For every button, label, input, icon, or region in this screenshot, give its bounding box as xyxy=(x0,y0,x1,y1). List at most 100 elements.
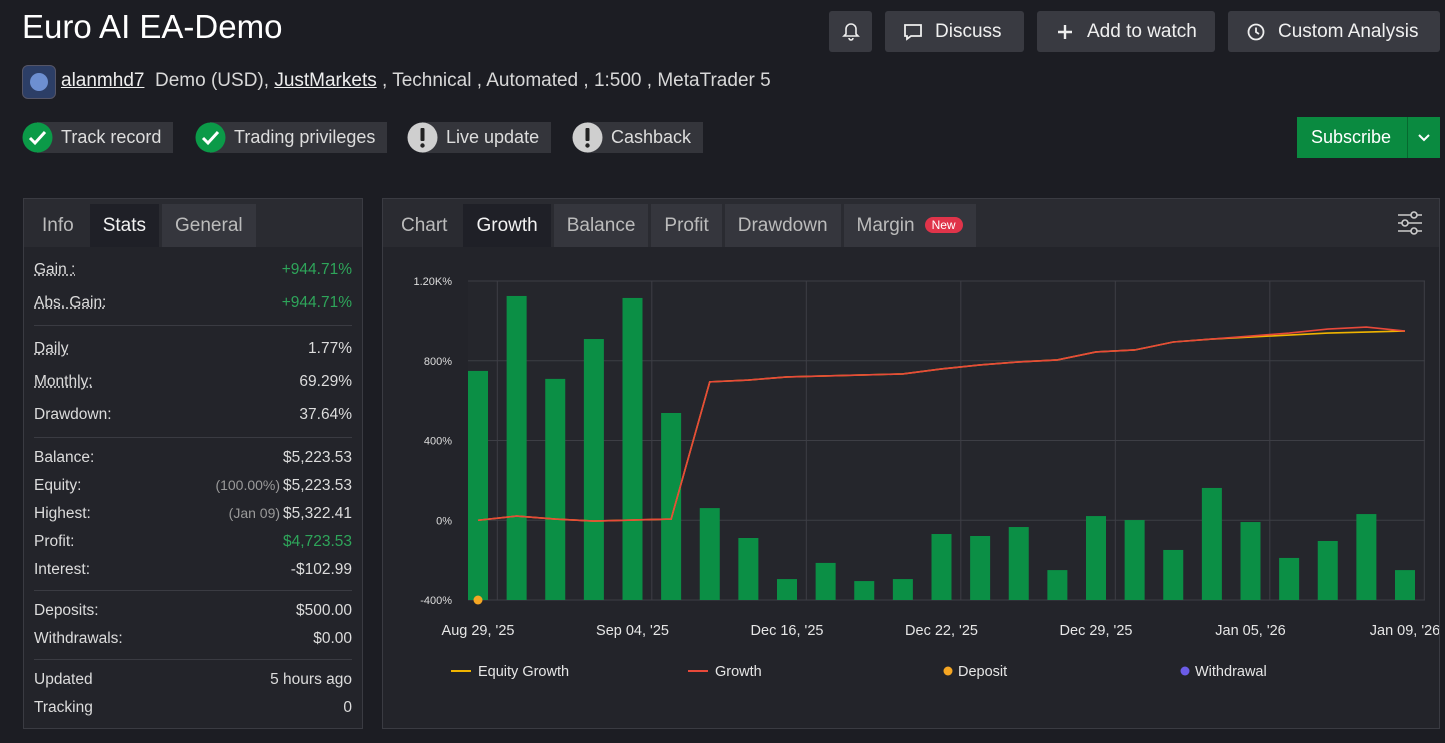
alert-button[interactable] xyxy=(829,11,872,52)
stats-label: Abs. Gain: xyxy=(34,293,107,311)
bar xyxy=(583,339,604,600)
bar xyxy=(1008,527,1029,600)
new-badge: New xyxy=(924,217,963,233)
tab-label: Info xyxy=(42,215,74,236)
x-tick-label: Dec 22, '25 xyxy=(905,623,978,639)
tab[interactable]: Stats xyxy=(89,204,160,247)
broker-link[interactable]: JustMarkets xyxy=(274,70,377,91)
stats-row: Interest: -$102.99 xyxy=(34,556,352,584)
title: Euro AI EA-Demo xyxy=(22,8,283,45)
bar xyxy=(854,581,875,600)
bar xyxy=(815,562,836,600)
account-line: alanmhd7 Demo (USD), JustMarkets , Techn… xyxy=(61,70,771,92)
stats-value: 1.77% xyxy=(308,339,352,357)
bar xyxy=(1124,520,1145,600)
tab[interactable]: Balance xyxy=(553,204,649,247)
legend-label: Equity Growth xyxy=(478,664,569,680)
tab[interactable]: Profit xyxy=(651,204,722,247)
stats-value-wrap: 69.29% xyxy=(299,373,352,391)
button-label: Add to watch xyxy=(1087,20,1197,42)
stats-value: 37.64% xyxy=(299,405,352,423)
stats-row: Deposits: $500.00 xyxy=(34,597,352,625)
stats-row: Withdrawals: $0.00 xyxy=(34,625,352,653)
stats-label: Profit: xyxy=(34,533,75,550)
stats-group: Daily 1.77% Monthly: 69.29% Drawdown: 37.64% xyxy=(34,326,352,438)
stats-value-wrap: -$102.99 xyxy=(291,561,352,579)
stats-label: Balance: xyxy=(34,449,95,466)
badge-label: Track record xyxy=(37,122,174,153)
bar xyxy=(1240,522,1261,600)
stats-row: Daily 1.77% xyxy=(34,332,352,365)
badge: Live update xyxy=(407,122,552,153)
header-button[interactable]: Discuss xyxy=(885,11,1024,52)
stats-value-wrap: $0.00 xyxy=(313,630,352,648)
stats-value-wrap: (100.00%) $5,223.53 xyxy=(215,477,352,495)
button-label: Discuss xyxy=(935,20,1002,42)
line xyxy=(477,326,1406,522)
badge: Cashback xyxy=(572,122,704,153)
bar xyxy=(777,579,797,600)
stats-row: Drawdown: 37.64% xyxy=(34,398,352,431)
stats-value-wrap: 0 xyxy=(343,699,352,717)
user-link[interactable]: alanmhd7 xyxy=(61,70,145,91)
stats-label: Interest: xyxy=(34,561,90,578)
button-label: Custom Analysis xyxy=(1278,20,1419,42)
stats-group: Gain : +944.71% Abs. Gain: +944.71% xyxy=(34,247,352,326)
subscribe-button[interactable]: Subscribe xyxy=(1297,117,1440,158)
check-icon xyxy=(22,122,53,153)
tab[interactable]: General xyxy=(162,204,256,247)
tab[interactable]: Growth xyxy=(463,204,551,247)
button-icon xyxy=(904,23,922,41)
legend-label: Withdrawal xyxy=(1195,664,1267,680)
tab-label: Profit xyxy=(664,215,709,236)
chart-tabs: Chart Growth Balance Profit Drawdown Margin Ne… xyxy=(383,199,1439,247)
tab-label: Stats xyxy=(102,215,147,236)
bar xyxy=(931,534,952,600)
bar xyxy=(699,508,720,600)
stats-value: $5,322.41 xyxy=(283,505,352,522)
stats-value: $0.00 xyxy=(313,630,352,647)
bar xyxy=(1201,487,1222,600)
tab-label: Chart xyxy=(401,215,448,236)
stats-group: Deposits: $500.00 Withdrawals: $0.00 xyxy=(34,591,352,660)
point xyxy=(473,595,483,605)
bar xyxy=(1086,516,1106,600)
stats-value: +944.71% xyxy=(281,260,352,278)
badge-label: Cashback xyxy=(587,122,704,153)
stats-label: Gain : xyxy=(34,260,76,278)
settings-icon[interactable] xyxy=(1397,211,1423,235)
warning-icon xyxy=(407,122,438,153)
stats-label: Tracking xyxy=(34,699,93,716)
stats-value-wrap: $4,723.53 xyxy=(283,533,352,551)
tab[interactable]: Margin New xyxy=(843,204,976,247)
tab[interactable]: Drawdown xyxy=(724,204,841,247)
dropdown[interactable] xyxy=(1407,117,1440,158)
stats-row: Monthly: 69.29% xyxy=(34,365,352,398)
stats-label: Equity: xyxy=(34,477,82,494)
badge: Trading privileges xyxy=(195,122,388,153)
tab[interactable]: Chart xyxy=(388,204,460,247)
y-tick-label: 1.20K% xyxy=(413,276,452,288)
stats-label: Daily xyxy=(34,339,69,357)
stats-label: Updated xyxy=(34,671,93,688)
stats-value: 0 xyxy=(343,699,352,716)
stats-value-wrap: 37.64% xyxy=(299,406,352,424)
stats-note: (100.00%) xyxy=(215,477,281,493)
bar xyxy=(970,536,991,600)
tab[interactable]: Info xyxy=(29,204,87,247)
subscribe-label: Subscribe xyxy=(1311,127,1392,147)
x-tick-label: Jan 09, '26 xyxy=(1370,623,1439,639)
y-tick-label: 800% xyxy=(424,356,452,368)
stats-value: 69.29% xyxy=(299,372,352,390)
chart-panel: Chart Growth Balance Profit Drawdown Margin Ne… xyxy=(382,198,1440,729)
header-button[interactable]: Custom Analysis xyxy=(1228,11,1440,52)
stats-label: Deposits: xyxy=(34,602,99,619)
stats-value: +944.71% xyxy=(281,293,352,311)
stats-value: $4,723.53 xyxy=(283,533,352,550)
tab-label: Growth xyxy=(476,215,538,236)
bar xyxy=(738,537,759,600)
check-icon xyxy=(195,122,226,153)
button-icon xyxy=(1058,24,1072,39)
header-button[interactable]: Add to watch xyxy=(1037,11,1215,52)
y-tick-label: -400% xyxy=(420,595,452,607)
